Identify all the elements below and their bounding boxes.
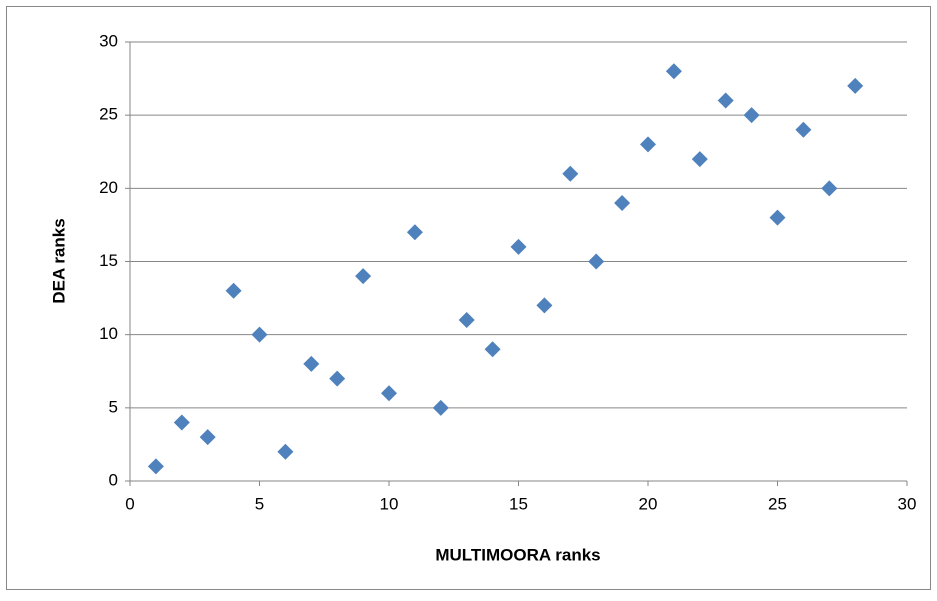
x-tick-label: 30 [898, 494, 917, 513]
point [614, 194, 631, 211]
point [536, 297, 553, 314]
x-tick-label: 0 [125, 494, 134, 513]
point [225, 282, 242, 299]
point [484, 341, 501, 358]
point [277, 443, 294, 460]
y-tick-label: 15 [99, 251, 118, 270]
point [691, 151, 708, 168]
point [458, 312, 475, 329]
point [329, 370, 346, 387]
point [199, 429, 216, 446]
y-tick-label: 30 [99, 31, 118, 50]
point [251, 326, 268, 343]
point [147, 458, 164, 475]
x-tick-label: 5 [255, 494, 264, 513]
y-tick-label: 5 [109, 397, 118, 416]
y-tick-label: 20 [99, 178, 118, 197]
point [743, 107, 760, 124]
point [303, 355, 320, 372]
point [640, 136, 656, 153]
point [355, 268, 372, 285]
x-tick-label: 15 [509, 494, 528, 513]
y-axis-title: DEA ranks [49, 218, 68, 303]
y-tick-label: 10 [99, 324, 118, 343]
y-tick-label: 25 [99, 105, 118, 124]
chart-frame [6, 6, 931, 590]
point [795, 121, 812, 138]
y-tick-label: 0 [109, 470, 118, 489]
x-tick-label: 10 [380, 494, 399, 513]
point [381, 385, 397, 402]
point [769, 209, 786, 226]
point [821, 180, 838, 197]
point [588, 253, 605, 270]
point [510, 238, 527, 255]
point [562, 165, 579, 182]
point [406, 224, 423, 241]
point [432, 399, 449, 416]
point [717, 92, 734, 109]
x-tick-label: 25 [768, 494, 787, 513]
point [173, 414, 190, 431]
point [847, 77, 864, 94]
x-tick-label: 20 [639, 494, 658, 513]
point [665, 63, 682, 80]
x-axis-title: MULTIMOORA ranks [435, 545, 600, 564]
